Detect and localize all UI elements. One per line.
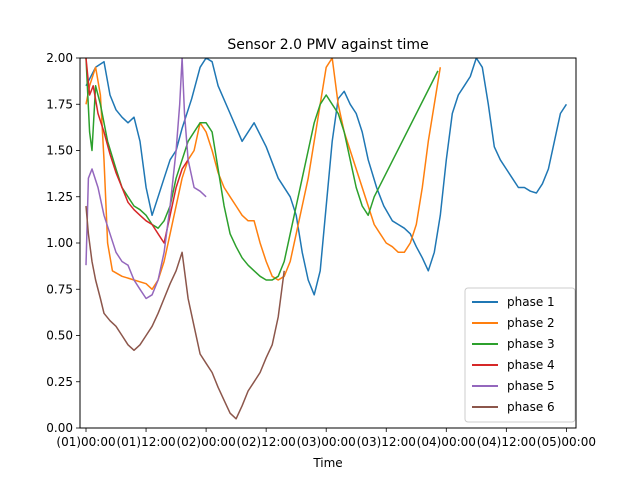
- legend: phase 1 phase 2 phase 3 phase 4 phase 5 phase…: [464, 287, 576, 423]
- x-tick-label-5: (03)12:00: [357, 435, 416, 449]
- y-tick-label-3: 0.75: [46, 282, 73, 296]
- x-tick-label-0: (01)00:00: [56, 435, 115, 449]
- legend-box: [464, 287, 576, 423]
- x-tick-label-7: (04)12:00: [477, 435, 536, 449]
- x-tick-label-1: (01)12:00: [116, 435, 175, 449]
- series-line-6: [85, 205, 285, 420]
- chart-title: Sensor 2.0 PMV against time: [227, 37, 428, 53]
- series-line-2: [85, 58, 442, 291]
- y-tick-label-6: 1.50: [46, 144, 73, 158]
- legend-label-6: phase 6: [507, 400, 555, 414]
- series-lines: [85, 58, 568, 420]
- x-tick-label-8: (05)00:00: [537, 435, 596, 449]
- x-tick-label-4: (03)00:00: [297, 435, 356, 449]
- series-line-1: [85, 58, 568, 296]
- x-tick-label-6: (04)00:00: [417, 435, 476, 449]
- y-tick-label-8: 2.00: [46, 51, 73, 65]
- legend-label-5: phase 5: [507, 379, 555, 393]
- y-tick-label-5: 1.25: [46, 190, 73, 204]
- legend-label-4: phase 4: [507, 358, 555, 372]
- x-axis-ticks: (01)00:00 (01)12:00 (02)00:00 (02)12:00 (03)…: [56, 428, 596, 449]
- series-line-5: [85, 58, 207, 300]
- x-tick-label-2: (02)00:00: [176, 435, 235, 449]
- legend-label-3: phase 3: [507, 337, 555, 351]
- y-tick-label-0: 0.00: [46, 421, 73, 435]
- y-tick-label-2: 0.50: [46, 329, 73, 343]
- y-tick-label-1: 0.25: [46, 375, 73, 389]
- y-tick-label-4: 1.00: [46, 236, 73, 250]
- y-axis-ticks: 0.00 0.25 0.50 0.75 1.00 1.25 1.50 1.75 2.00: [46, 51, 80, 435]
- y-tick-label-7: 1.75: [46, 97, 73, 111]
- series-line-4: [85, 58, 189, 244]
- legend-label-2: phase 2: [507, 316, 555, 330]
- x-axis-label: Time: [312, 456, 342, 470]
- legend-label-1: phase 1: [507, 295, 555, 309]
- x-tick-label-3: (02)12:00: [237, 435, 296, 449]
- series-line-3: [85, 58, 439, 281]
